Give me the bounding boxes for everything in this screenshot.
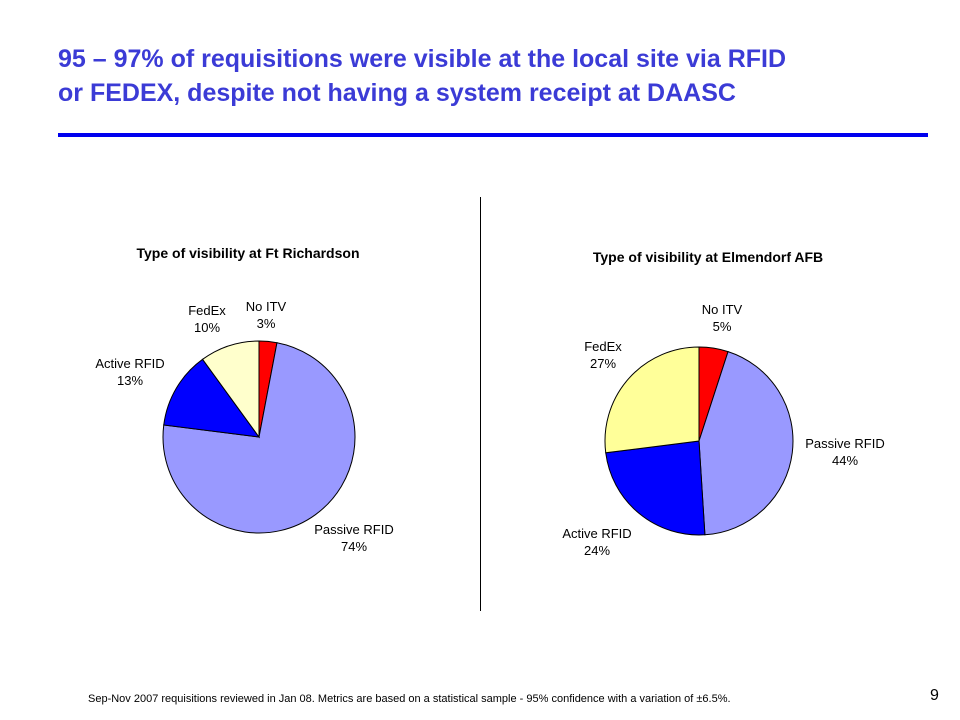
pie-slice-elmendorf-active-rfid xyxy=(605,440,706,536)
pie-label-ft-richardson-no-itv: No ITV 3% xyxy=(246,299,287,331)
chart-divider xyxy=(480,197,481,611)
pie-label-ft-richardson-fedex: FedEx 10% xyxy=(188,303,226,335)
pie-chart-ft-richardson: No ITV 3% Passive RFID 74% Active RFID 13% Fed… xyxy=(95,299,393,554)
pie-slice-elmendorf-passive-rfid xyxy=(698,350,794,536)
pie-slice-ft-richardson-fedex xyxy=(201,340,260,439)
page-number: 9 xyxy=(930,687,939,704)
pie-label-elmendorf-no-itv: No ITV 5% xyxy=(702,302,743,334)
pie-slice-ft-richardson-active-rfid xyxy=(163,358,261,438)
slide-title-line-1: 95 – 97% of requisitions were visible at… xyxy=(58,45,787,73)
footnote: Sep-Nov 2007 requisitions reviewed in Ja… xyxy=(88,693,731,705)
slide-title: 95 – 97% of requisitions were visible at… xyxy=(58,42,928,110)
pie-label-ft-richardson-active-rfid: Active RFID 13% xyxy=(95,356,164,388)
pie-label-elmendorf-fedex: FedEx 27% xyxy=(584,339,622,371)
chart-title-elmendorf: Type of visibility at Elmendorf AFB xyxy=(592,249,824,265)
chart-title-ft-richardson: Type of visibility at Ft Richardson xyxy=(136,245,360,261)
pie-label-elmendorf-passive-rfid: Passive RFID 44% xyxy=(805,436,884,468)
slide-title-line-2: or FEDEX, despite not having a system re… xyxy=(58,79,736,107)
title-rule xyxy=(58,133,928,137)
pie-slice-elmendorf-fedex xyxy=(604,346,700,454)
pie-label-ft-richardson-passive-rfid: Passive RFID 74% xyxy=(314,522,393,554)
pie-label-elmendorf-active-rfid: Active RFID 24% xyxy=(562,526,631,558)
